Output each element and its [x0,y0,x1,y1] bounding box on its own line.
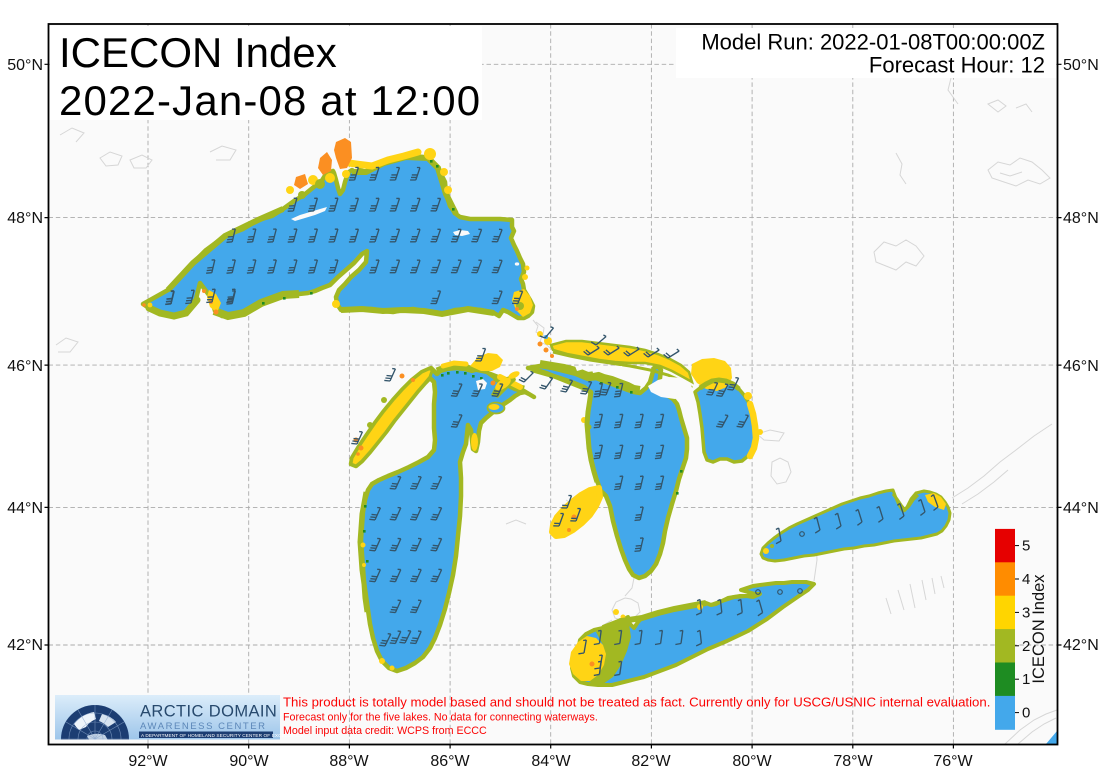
svg-text:AWARENESS CENTER: AWARENESS CENTER [140,721,267,732]
svg-text:86°W: 86°W [430,753,470,770]
svg-text:Model input data credit: WCPS: Model input data credit: WCPS from ECCC [283,725,487,737]
svg-text:48°N: 48°N [1063,210,1099,227]
svg-text:This product is totally model: This product is totally model based and … [283,695,990,710]
svg-text:80°W: 80°W [732,753,772,770]
svg-text:82°W: 82°W [631,753,671,770]
svg-text:ICECON Index: ICECON Index [1030,574,1048,684]
svg-text:0: 0 [1022,705,1030,722]
svg-text:90°W: 90°W [229,753,269,770]
svg-text:Forecast only for the five lak: Forecast only for the five lakes. No dat… [283,712,598,724]
svg-text:Model Run: 2022-01-08T00:00:00: Model Run: 2022-01-08T00:00:00Z [701,30,1045,55]
svg-text:46°N: 46°N [7,358,43,375]
svg-text:Forecast Hour: 12: Forecast Hour: 12 [869,53,1045,78]
svg-text:50°N: 50°N [7,57,43,74]
svg-text:48°N: 48°N [7,210,43,227]
svg-text:92°W: 92°W [128,753,168,770]
svg-text:42°N: 42°N [1063,637,1099,654]
svg-text:ARCTIC DOMAIN: ARCTIC DOMAIN [140,703,277,721]
svg-text:44°N: 44°N [7,500,43,517]
svg-text:76°W: 76°W [933,753,973,770]
svg-text:50°N: 50°N [1063,57,1099,74]
svg-text:1: 1 [1022,671,1030,688]
svg-text:46°N: 46°N [1063,358,1099,375]
svg-text:5: 5 [1022,538,1030,555]
svg-text:78°W: 78°W [833,753,873,770]
svg-text:4: 4 [1022,571,1030,588]
svg-text:3: 3 [1022,604,1030,621]
svg-text:ICECON Index: ICECON Index [59,29,337,76]
svg-text:A DEPARTMENT OF HOMELAND SECUR: A DEPARTMENT OF HOMELAND SECURITY CENTER… [141,733,304,738]
svg-text:84°W: 84°W [531,753,571,770]
svg-text:2: 2 [1022,638,1030,655]
svg-text:88°W: 88°W [329,753,369,770]
svg-text:42°N: 42°N [7,637,43,654]
svg-text:2022-Jan-08 at 12:00: 2022-Jan-08 at 12:00 [59,77,481,124]
svg-text:44°N: 44°N [1063,500,1099,517]
